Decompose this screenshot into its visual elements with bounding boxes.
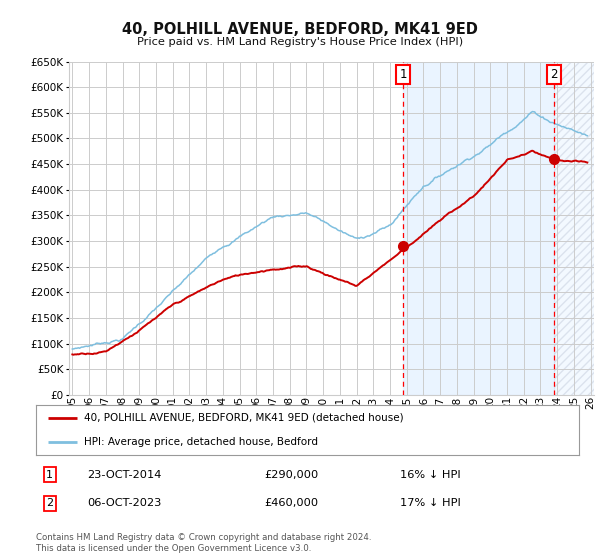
Bar [403,62,554,395]
Text: 1: 1 [400,68,407,81]
Text: HPI: Average price, detached house, Bedford: HPI: Average price, detached house, Bedf… [84,437,318,447]
Text: 1: 1 [46,469,53,479]
Text: 16% ↓ HPI: 16% ↓ HPI [400,469,461,479]
Text: 17% ↓ HPI: 17% ↓ HPI [400,498,461,508]
Text: 40, POLHILL AVENUE, BEDFORD, MK41 9ED: 40, POLHILL AVENUE, BEDFORD, MK41 9ED [122,22,478,38]
Text: 2: 2 [550,68,557,81]
Text: 2: 2 [46,498,53,508]
Text: 23-OCT-2014: 23-OCT-2014 [88,469,162,479]
Text: 06-OCT-2023: 06-OCT-2023 [88,498,162,508]
Text: 40, POLHILL AVENUE, BEDFORD, MK41 9ED (detached house): 40, POLHILL AVENUE, BEDFORD, MK41 9ED (d… [84,413,403,423]
Text: £460,000: £460,000 [264,498,318,508]
Text: Contains HM Land Registry data © Crown copyright and database right 2024.
This d: Contains HM Land Registry data © Crown c… [36,533,371,553]
Text: £290,000: £290,000 [264,469,319,479]
Text: Price paid vs. HM Land Registry's House Price Index (HPI): Price paid vs. HM Land Registry's House … [137,37,463,47]
